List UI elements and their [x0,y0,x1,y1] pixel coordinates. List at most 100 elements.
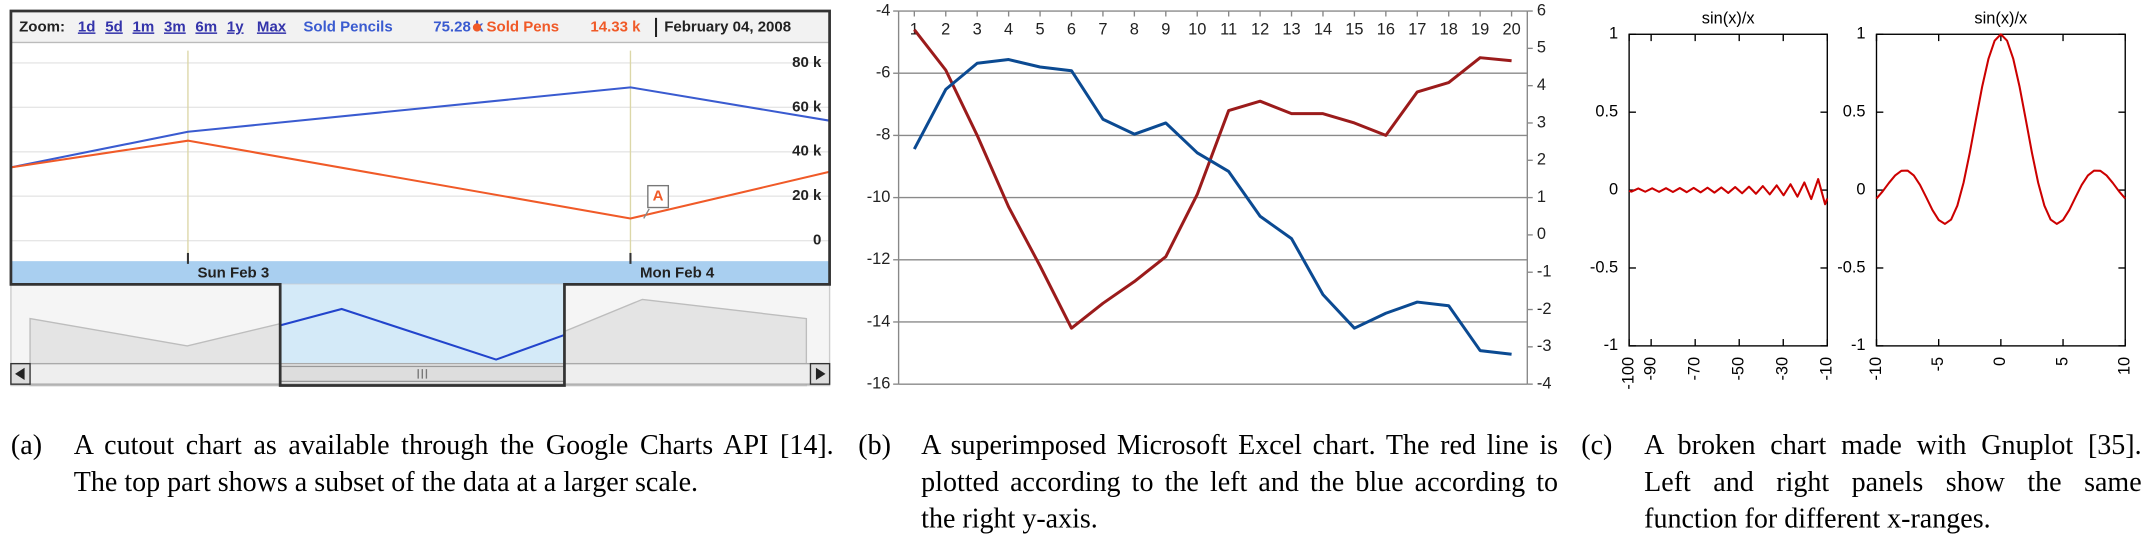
arrow-left [15,367,25,381]
y-tick-label: -16 [867,374,891,392]
y2-tick-label: 2 [1537,151,1546,169]
caption-box: (a) A cutout chart as available through t… [11,428,834,502]
zoom-option[interactable]: 5d [105,18,123,35]
series-line [10,139,830,220]
x-tick-label: 4 [1004,21,1013,39]
x-tick-label: -50 [1730,357,1748,381]
caption-box: (c) A broken chart made with Gnuplot [35]… [1581,428,2141,539]
y2-tick-label: -1 [1537,263,1552,281]
plots: 0 20 k 40 k 60 k 80 k Sun Feb 3 Mon Feb 4 Zoom:… [10,1,2134,392]
x-tick-label: 18 [1440,21,1458,39]
series-line [1875,33,2127,225]
y2-tick-label: 5 [1537,39,1546,57]
chart-title: sin(x)/x [1974,10,2028,28]
caption: (c) A broken chart made with Gnuplot [35]… [1581,428,2141,539]
legend-label: Sold Pens [487,18,560,35]
zoom-option[interactable]: 1d [78,18,96,35]
y-tick-label: 60 k [792,98,822,115]
scroll-grip [417,369,428,379]
series-line [10,86,830,169]
cutout-outline [9,9,831,387]
x-tick-label: -10 [1867,357,1885,381]
x-tick-label: 2 [941,21,950,39]
x-tick-label: -30 [1774,357,1792,381]
x-tick-label: 16 [1377,21,1395,39]
plot-background [10,11,830,285]
x-tick-label: 17 [1408,21,1426,39]
y-tick-label: 80 k [792,54,822,71]
y-tick-label: 0.5 [1843,103,1866,121]
chart-title: sin(x)/x [1702,10,1756,28]
x-tick-label: 15 [1345,21,1363,39]
x-tick-label: 3 [973,21,982,39]
y-tick-label: 1 [1856,25,1865,43]
caption-box: (b) A superimposed Microsoft Excel chart.… [858,428,1558,539]
y2-tick-label: -4 [1537,374,1552,392]
zoom-option[interactable]: Max [257,18,287,35]
caption-text: A broken chart made with Gnuplot [35]. L… [1644,430,2142,535]
y-tick-label: -1 [1851,336,1866,354]
caption-label: (c) [1581,430,1613,461]
x-tick-label: 10 [2116,357,2134,375]
y-tick-label: 40 k [792,143,822,160]
caption: (a) A cutout chart as available through t… [11,428,834,502]
x-tick-label: 5 [1036,21,1045,39]
cutout-frame [10,10,831,387]
zoom-option[interactable]: 6m [195,18,217,35]
x-tick-label: 8 [1130,21,1139,39]
y-tick-label: 1 [1609,25,1618,43]
legend-value: 75.28 k [433,18,484,35]
caption-label: (a) [10,430,43,461]
y-tick-label: -0.5 [1590,258,1618,276]
caption-label: (b) [858,430,891,461]
y2-tick-label: 1 [1537,188,1546,206]
x-tick-label: -90 [1641,357,1659,381]
zoom-option[interactable]: 1y [227,18,244,35]
y2-tick-label: -2 [1537,300,1552,318]
x-tick-label: Sun Feb 3 [198,264,270,281]
x-tick-label: 20 [1502,21,1520,39]
zoom-label: Zoom: [19,18,65,35]
y-tick-label: 0 [813,232,821,249]
x-tick-label: -10 [1818,357,1836,381]
caption-text: A cutout chart as available through the … [73,430,834,498]
y-tick-label: -1 [1604,336,1619,354]
y-tick-label: -0.5 [1837,258,1865,276]
y2-tick-label: 3 [1537,113,1546,131]
x-tick-label: -100 [1619,357,1637,390]
y-tick-label: -10 [867,188,891,206]
y-tick-label: 0 [1609,180,1618,198]
y-tick-label: -12 [867,250,891,268]
annotation-flag[interactable] [647,184,670,209]
captions: (a) A cutout chart as available through t… [11,428,2142,539]
caption: (b) A superimposed Microsoft Excel chart.… [858,428,1558,539]
y2-tick-label: 4 [1537,76,1546,94]
plot-frame [1875,33,2126,347]
zoom-option[interactable]: 3m [164,18,186,35]
top-bar [10,10,831,44]
x-tick-label: 6 [1067,21,1076,39]
legend-label: Sold Pencils [303,18,392,35]
x-tick-label: 12 [1251,21,1269,39]
y-tick-label: 0.5 [1595,103,1618,121]
x-tick-label: 0 [1991,357,2009,366]
x-tick-label: 9 [1161,21,1170,39]
y-tick-label: -8 [876,126,891,144]
x-tick-label: 10 [1188,21,1206,39]
annotation-label: A [653,188,664,205]
legend-dot [472,23,482,32]
caption-text: A superimposed Microsoft Excel chart. Th… [921,430,1559,535]
x-tick-label: 14 [1314,21,1332,39]
legend-value: 14.33 k [590,18,641,35]
x-tick-label: 13 [1282,21,1300,39]
arrow-right [815,367,826,381]
navigator-line [279,307,565,361]
y-tick-label: -6 [876,64,891,82]
x-tick-label: 19 [1471,21,1489,39]
y-tick-label: 20 k [792,187,822,204]
y-tick-label: -14 [867,312,891,330]
zoom-option[interactable]: 1m [133,18,155,35]
x-tick-label: -5 [1929,357,1947,372]
x-tick-label: -70 [1686,357,1704,381]
